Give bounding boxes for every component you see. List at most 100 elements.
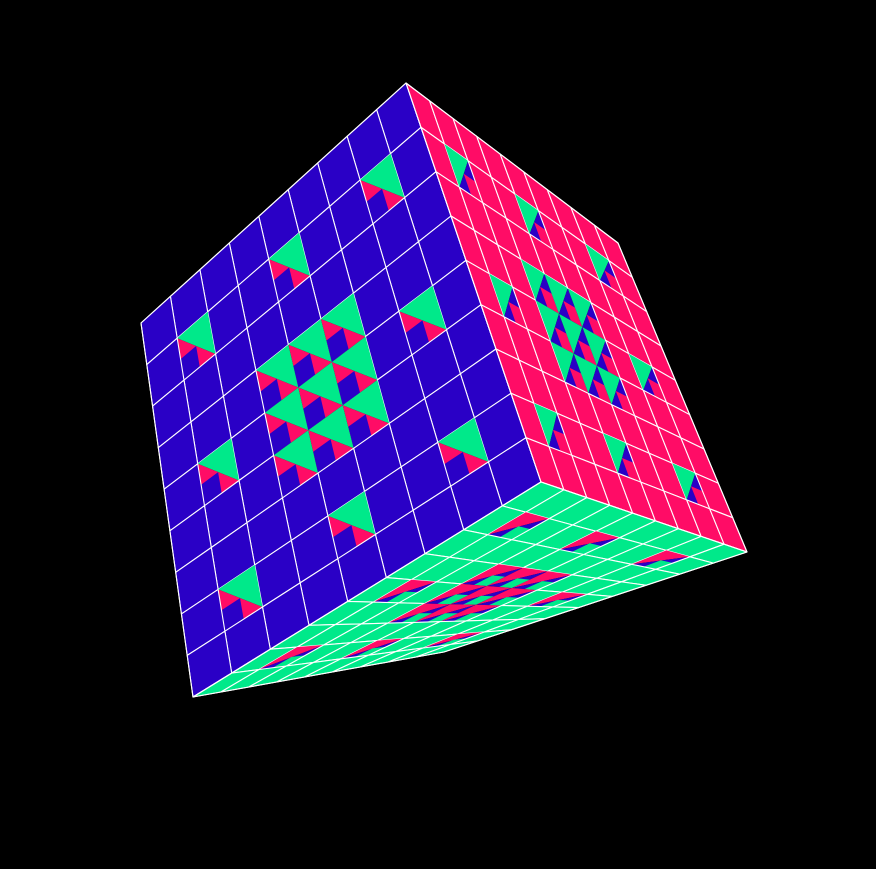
hole-back-wall <box>453 613 484 622</box>
hole-wall-lower <box>341 638 405 659</box>
hole-wall-upper <box>308 405 354 449</box>
hole-wall-upper <box>255 344 299 388</box>
hole-back-wall <box>563 300 583 327</box>
hole-back-wall <box>592 379 612 405</box>
bottom-face <box>192 481 748 698</box>
hole-wall-upper <box>259 644 324 670</box>
hole-back-wall <box>463 595 494 605</box>
hole-back-wall <box>604 270 624 297</box>
hole-wall-upper <box>268 232 310 276</box>
hole-wall-upper <box>628 353 653 391</box>
hole-back-wall <box>326 327 349 363</box>
hole-back-wall <box>499 578 530 588</box>
hole-wall-upper <box>298 362 343 406</box>
hole-wall-upper <box>177 311 216 354</box>
face-outline <box>192 481 748 698</box>
hole-wall-upper <box>327 491 376 535</box>
hole-wall-upper <box>514 194 539 234</box>
hole-back-wall <box>272 655 306 668</box>
hole-back-wall <box>437 594 469 605</box>
hole-back-wall <box>427 613 459 622</box>
hole-wall-upper <box>486 567 548 586</box>
hole-back-wall <box>571 543 602 555</box>
hole-back-wall <box>463 173 483 203</box>
hole-back-wall <box>180 346 200 381</box>
hole-back-wall <box>615 391 635 416</box>
hole-wall-upper <box>511 571 573 588</box>
hole-wall-upper <box>535 300 559 342</box>
hole-back-wall <box>260 378 282 413</box>
hole-wall-upper <box>331 336 378 380</box>
hole-back-wall <box>293 353 316 388</box>
hole-wall-upper <box>567 288 591 327</box>
hole-wall-upper <box>437 417 489 462</box>
hole-wall-upper <box>631 550 690 565</box>
hole-wall-upper <box>476 588 537 605</box>
hole-wall-upper <box>596 365 621 405</box>
hole-back-wall <box>622 458 641 483</box>
hole-wall-upper <box>550 341 574 383</box>
hole-wall-upper <box>521 259 545 301</box>
hole-back-wall <box>488 597 520 606</box>
hole-back-wall <box>540 286 559 314</box>
hole-wall-upper <box>320 293 366 337</box>
hole-wall-upper <box>360 153 405 198</box>
hole-wall-upper <box>672 463 696 500</box>
hole-back-wall <box>578 340 597 366</box>
hole-back-wall <box>508 301 528 330</box>
hole-back-wall <box>354 646 387 657</box>
hole-wall-upper <box>582 327 606 366</box>
hole-wall-upper <box>424 583 487 604</box>
hole-wall-upper <box>461 564 524 584</box>
hole-wall-upper <box>603 433 627 474</box>
hole-back-wall <box>273 267 295 302</box>
hole-wall-upper <box>534 403 558 447</box>
hole-wall-upper <box>218 564 263 607</box>
hole-back-wall <box>524 581 555 591</box>
hole-wall-upper <box>398 285 447 330</box>
hole-back-wall <box>386 591 418 603</box>
hole-back-wall <box>540 599 571 607</box>
hole-back-wall <box>436 638 468 647</box>
hole-back-wall <box>643 560 673 570</box>
hole-wall-upper <box>440 604 502 622</box>
hole-back-wall <box>269 421 291 456</box>
hole-back-wall <box>554 327 574 354</box>
hole-back-wall <box>534 222 553 250</box>
hole-back-wall <box>221 598 244 632</box>
hole-wall-upper <box>342 380 390 424</box>
hole-back-wall <box>337 371 360 406</box>
hole-back-wall <box>569 367 589 394</box>
right-face <box>405 82 748 553</box>
hole-back-wall <box>474 575 505 586</box>
hole-back-wall <box>201 472 222 506</box>
hole-back-wall <box>647 378 667 403</box>
hole-back-wall <box>601 352 621 378</box>
hole-wall-upper <box>387 603 451 624</box>
hole-wall-upper <box>373 579 437 603</box>
hole-wall-upper <box>544 273 568 314</box>
hole-wall-upper <box>288 319 332 363</box>
hole-back-wall <box>553 429 572 456</box>
hole-wall-upper <box>197 438 239 481</box>
hole-wall-upper <box>273 430 318 474</box>
hole-wall-upper <box>444 144 468 188</box>
hole-wall-upper <box>559 313 583 354</box>
hole-wall-upper <box>559 531 620 550</box>
hole-wall-upper <box>527 592 588 607</box>
hole-wall-upper <box>413 604 476 623</box>
hole-back-wall <box>499 526 531 540</box>
hole-wall-upper <box>487 512 550 535</box>
hole-back-wall <box>400 613 433 623</box>
hole-back-wall <box>586 314 606 341</box>
hole-back-wall <box>303 396 326 431</box>
hole-wall-upper <box>264 387 309 431</box>
hole-wall-lower <box>423 631 485 648</box>
hole-back-wall <box>691 486 710 509</box>
hole-wall-upper <box>585 244 609 281</box>
hole-wall-upper <box>489 273 513 317</box>
hole-back-wall <box>278 464 301 498</box>
hole-wall-lower <box>413 604 476 623</box>
hole-wall-upper <box>573 353 597 394</box>
